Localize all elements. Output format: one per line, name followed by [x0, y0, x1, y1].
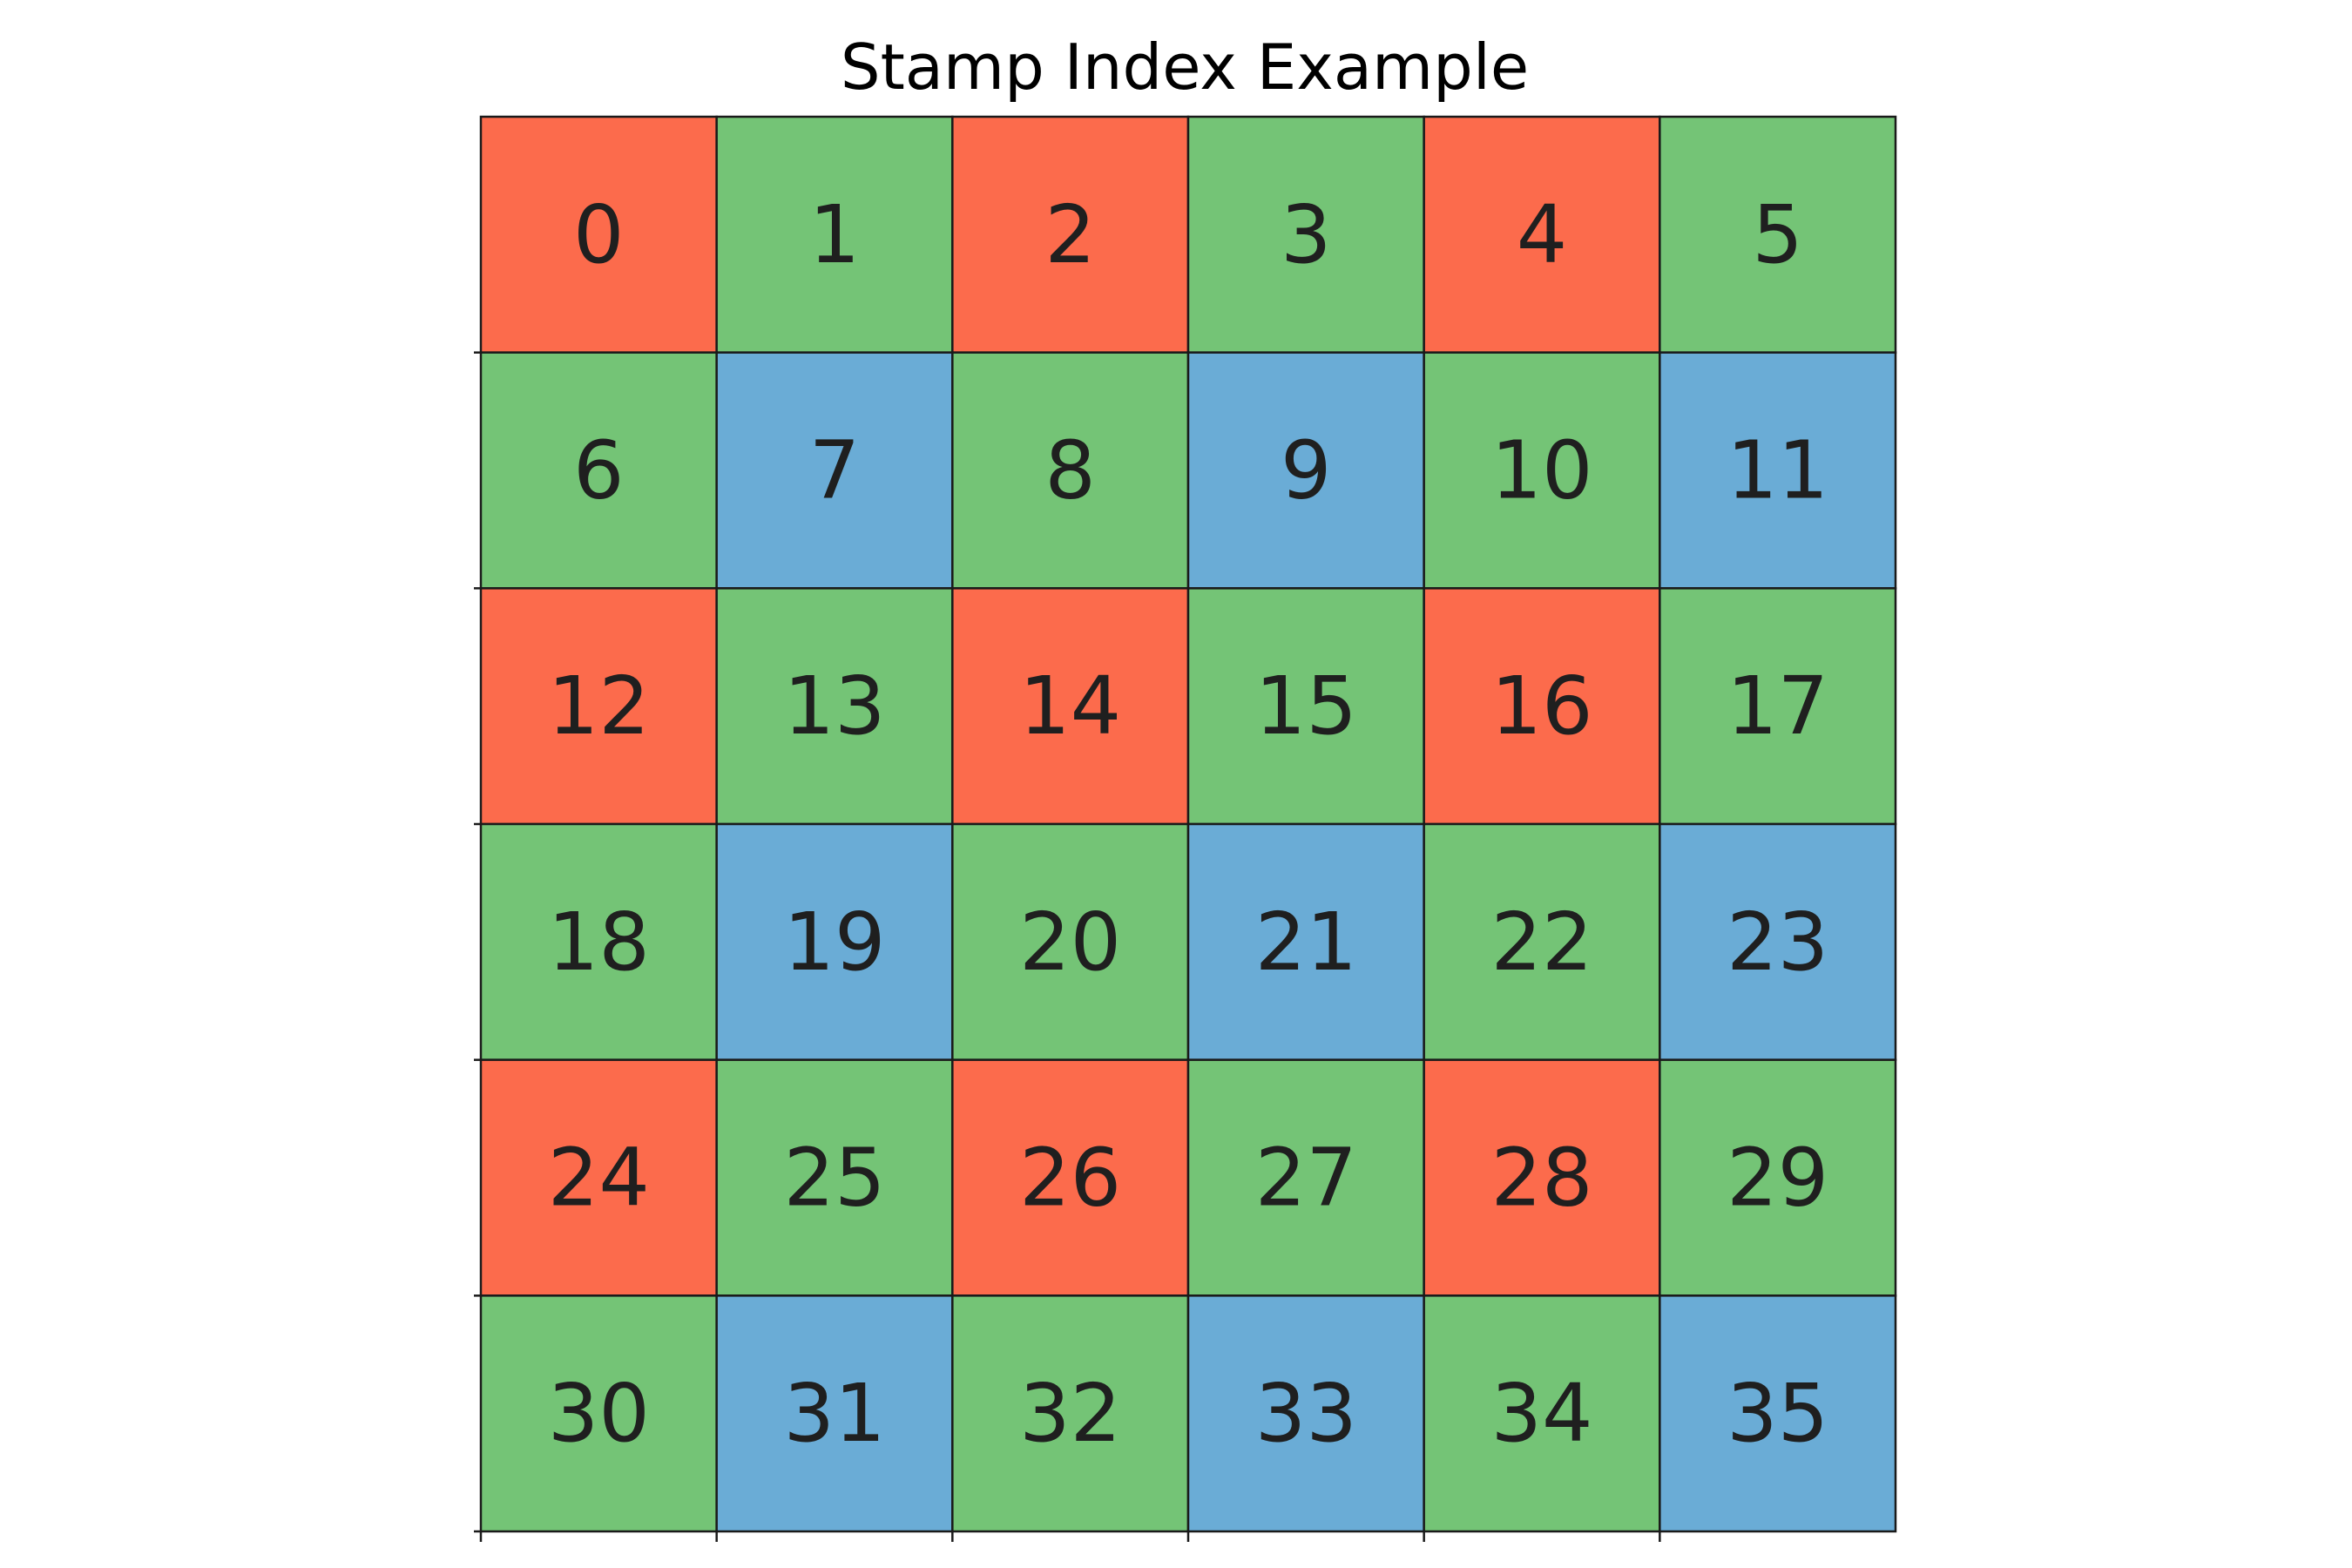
stamp-index-label: 17: [1727, 659, 1828, 753]
stamp-index-label: 7: [809, 424, 861, 517]
stamp-index-label: 31: [783, 1367, 885, 1460]
stamp-cell: [1659, 1058, 1897, 1297]
stamp-index-label: 13: [783, 659, 885, 753]
stamp-cell: [479, 115, 718, 354]
stamp-cell: [1423, 587, 1661, 826]
stamp-index-label: 34: [1490, 1367, 1592, 1460]
stamp-index-label: 24: [548, 1132, 650, 1225]
stamp-cell: [951, 115, 1190, 354]
stamp-cell: [1423, 1058, 1661, 1297]
stamp-cell: [1659, 822, 1897, 1061]
stamp-cell: [1423, 115, 1661, 354]
stamp-index-label: 4: [1517, 188, 1568, 281]
stamp-index-label: 3: [1281, 188, 1332, 281]
stamp-cell: [1659, 351, 1897, 590]
stamp-index-label: 26: [1019, 1132, 1121, 1225]
stamp-cell: [1659, 115, 1897, 354]
stamp-index-label: 10: [1490, 424, 1592, 517]
stamp-cell: [1186, 1058, 1425, 1297]
stamp-cell: [479, 1058, 718, 1297]
stamp-cell: [951, 1058, 1190, 1297]
stamp-cell: [1659, 587, 1897, 826]
stamp-cell: [1423, 822, 1661, 1061]
stamp-index-label: 1: [809, 188, 861, 281]
stamp-index-label: 9: [1281, 424, 1332, 517]
stamp-cell: [715, 115, 954, 354]
stamp-cell: [1186, 822, 1425, 1061]
stamp-cell: [1186, 115, 1425, 354]
stamp-index-label: 5: [1752, 188, 1803, 281]
stamp-cell: [1186, 351, 1425, 590]
stamp-index-label: 20: [1019, 896, 1121, 989]
stamp-index-label: 29: [1727, 1132, 1828, 1225]
stamp-cell: [1423, 1294, 1661, 1533]
stamp-index-label: 23: [1727, 896, 1828, 989]
stamp-cell: [1186, 1294, 1425, 1533]
stamp-index-label: 25: [783, 1132, 885, 1225]
stamp-index-label: 27: [1255, 1132, 1357, 1225]
stamp-index-label: 21: [1255, 896, 1357, 989]
stamp-index-label: 2: [1044, 188, 1096, 281]
stamp-cell: [715, 587, 954, 826]
stamp-index-label: 8: [1044, 424, 1096, 517]
stamp-index-label: 16: [1490, 659, 1592, 753]
stamp-cell: [715, 351, 954, 590]
stamp-cell: [479, 822, 718, 1061]
stamp-index-label: 15: [1255, 659, 1357, 753]
stamp-index-label: 6: [573, 424, 625, 517]
stamp-index-label: 33: [1255, 1367, 1357, 1460]
stamp-cell: [1186, 587, 1425, 826]
stamp-cell: [715, 822, 954, 1061]
stamp-index-label: 32: [1019, 1367, 1121, 1460]
stamp-index-label: 14: [1019, 659, 1121, 753]
stamp-index-label: 0: [573, 188, 625, 281]
stamp-cell: [951, 587, 1190, 826]
stamp-index-label: 28: [1490, 1132, 1592, 1225]
stamp-index-label: 30: [548, 1367, 650, 1460]
stamp-index-label: 12: [548, 659, 650, 753]
stamp-cell: [479, 587, 718, 826]
stamp-index-label: 19: [783, 896, 885, 989]
stamp-index-label: 18: [548, 896, 650, 989]
stamp-cell: [479, 1294, 718, 1533]
stamp-cell: [951, 822, 1190, 1061]
stamp-index-label: 11: [1727, 424, 1828, 517]
stamp-index-label: 35: [1727, 1367, 1828, 1460]
stamp-index-label: 22: [1490, 896, 1592, 989]
axis-ticks: [474, 351, 1661, 1542]
stamp-cell: [1659, 1294, 1897, 1533]
chart-title: Stamp Index Example: [841, 30, 1529, 104]
